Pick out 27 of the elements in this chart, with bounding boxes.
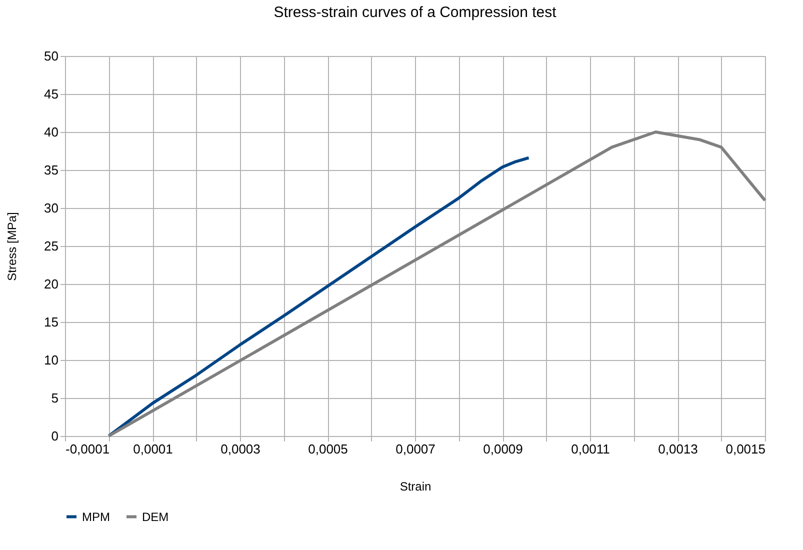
- y-tick-label: 20: [44, 276, 58, 292]
- x-tick-label: 0,0005: [308, 442, 348, 456]
- legend-label: DEM: [142, 510, 169, 524]
- y-tick-label: 5: [51, 390, 58, 406]
- y-tick-label: 50: [44, 48, 58, 64]
- x-tick-label: 0,0007: [396, 442, 436, 456]
- y-tick-label: 30: [44, 200, 58, 216]
- legend-label: MPM: [82, 510, 110, 524]
- y-tick-label: 35: [44, 162, 58, 178]
- x-tick-label: 0,0009: [483, 442, 523, 456]
- chart-title: Stress-strain curves of a Compression test: [274, 4, 558, 21]
- line-series: [107, 130, 766, 438]
- y-tick-label: 0: [51, 428, 58, 444]
- x-tick-label: 0,0015: [726, 442, 766, 456]
- x-tick-label: 0,0013: [658, 442, 698, 456]
- y-tick-label: 25: [44, 238, 58, 254]
- y-tick-label: 45: [44, 86, 58, 102]
- x-tick-label: 0,0001: [133, 442, 173, 456]
- y-tick-label: 40: [44, 124, 58, 140]
- y-axis-title: Stress [MPa]: [5, 212, 20, 281]
- y-tick-label: 15: [44, 314, 58, 330]
- x-tick-label: 0,0003: [220, 442, 260, 456]
- line-series: [107, 156, 530, 438]
- x-axis-title: Strain: [400, 480, 432, 494]
- x-tick-label: -0,0001: [66, 442, 110, 456]
- y-tick-label: 10: [44, 352, 58, 368]
- x-tick-label: 0,0011: [571, 442, 610, 456]
